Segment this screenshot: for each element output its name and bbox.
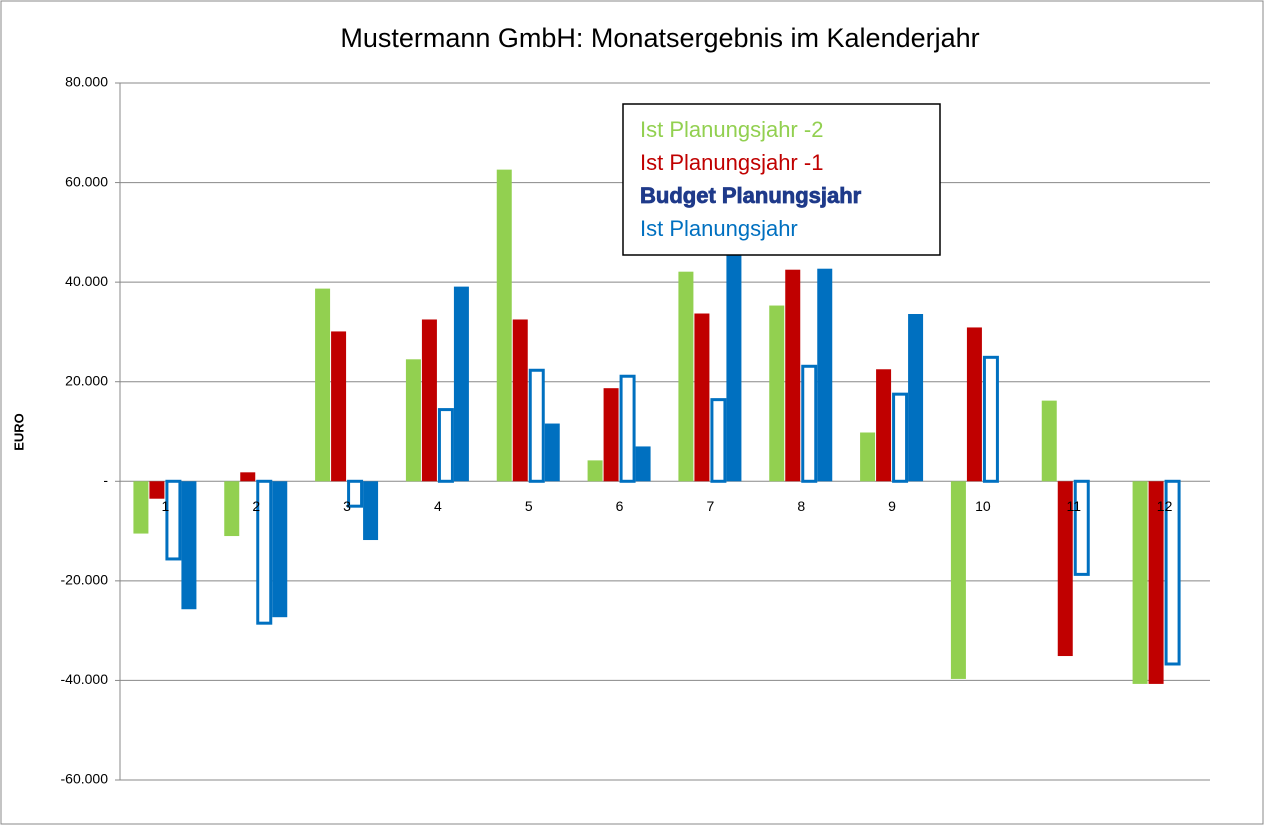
- bar: [710, 398, 727, 483]
- bar: [272, 481, 288, 618]
- y-tick-label: -: [103, 472, 108, 488]
- legend-entry: Ist Planungsjahr -1: [640, 150, 823, 175]
- legend: Ist Planungsjahr -2 Ist Planungsjahr -1 Bu…: [622, 103, 941, 256]
- bar: [133, 481, 149, 534]
- bar: [240, 472, 256, 482]
- bar: [860, 432, 876, 482]
- x-tick-label: 11: [1066, 498, 1081, 514]
- x-tick-label: 4: [434, 498, 442, 514]
- bar: [496, 169, 512, 482]
- bar: [1057, 481, 1073, 657]
- bar: [315, 288, 331, 482]
- bar: [347, 479, 364, 508]
- bar: [908, 314, 924, 482]
- bar: [224, 481, 240, 537]
- bar: [694, 313, 710, 482]
- bar: [678, 271, 694, 482]
- x-tick-label: 3: [343, 498, 351, 514]
- y-tick-label: 40.000: [65, 273, 108, 289]
- bar: [635, 446, 651, 482]
- bar: [785, 269, 801, 482]
- x-tick-label: 2: [252, 498, 260, 514]
- y-tick-label: -60.000: [61, 771, 109, 787]
- x-tick-label: 9: [888, 498, 896, 514]
- x-tick-label: 7: [707, 498, 715, 514]
- y-tick-label: 80.000: [65, 74, 108, 90]
- x-tick-label: 10: [975, 498, 991, 514]
- bar: [950, 481, 966, 679]
- legend-box: [622, 103, 941, 256]
- bar: [876, 369, 892, 482]
- y-tick-label: 20.000: [65, 372, 108, 388]
- bar: [892, 392, 909, 483]
- bar: [619, 374, 636, 483]
- bar: [801, 364, 818, 483]
- bar: [726, 247, 742, 482]
- bar: [453, 286, 469, 482]
- bar: [149, 481, 165, 499]
- y-tick-label: -20.000: [61, 572, 109, 588]
- bar: [256, 479, 273, 625]
- x-tick-label: 5: [525, 498, 533, 514]
- bar: [1073, 479, 1090, 576]
- bar: [421, 319, 437, 482]
- bar: [165, 479, 182, 561]
- bar: [603, 388, 619, 482]
- legend-entry: Budget Planungsjahr: [640, 183, 862, 208]
- x-tick-label: 6: [616, 498, 624, 514]
- x-tick-label: 1: [162, 498, 170, 514]
- legend-entry: Ist Planungsjahr -2: [640, 117, 823, 142]
- y-tick-label: 60.000: [65, 173, 108, 189]
- bar: [1148, 481, 1164, 684]
- bar: [1164, 479, 1181, 666]
- bar: [769, 305, 785, 482]
- chart-title: Mustermann GmbH: Monatsergebnis im Kalen…: [340, 23, 979, 53]
- bar: [405, 359, 421, 482]
- bar: [512, 319, 528, 482]
- bar: [331, 331, 347, 482]
- y-tick-label: -40.000: [61, 671, 109, 687]
- bar: [1132, 481, 1148, 684]
- bar: [1041, 400, 1057, 482]
- bar: [966, 327, 982, 482]
- bar: [528, 368, 545, 483]
- bar: [817, 268, 833, 482]
- y-axis-label: EURO: [11, 413, 26, 451]
- bar: [181, 481, 197, 610]
- bar: [587, 460, 603, 482]
- bar: [363, 481, 379, 541]
- bar: [544, 423, 560, 482]
- bar: [982, 355, 999, 483]
- x-tick-label: 12: [1157, 498, 1173, 514]
- bar: [437, 408, 454, 483]
- x-tick-label: 8: [797, 498, 805, 514]
- legend-entry: Ist Planungsjahr: [640, 216, 798, 241]
